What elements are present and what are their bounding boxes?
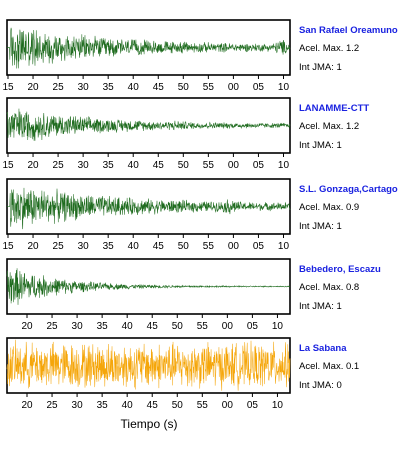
x-tick-label: 05 — [253, 241, 265, 252]
x-tick-label: 00 — [228, 82, 240, 93]
x-tick-label: 05 — [253, 160, 265, 171]
x-tick-label: 05 — [247, 321, 259, 332]
x-tick-label: 40 — [128, 241, 140, 252]
jma-intensity-label: Int JMA: 1 — [299, 62, 342, 73]
x-tick-label: 25 — [53, 82, 65, 93]
x-tick-label: 50 — [178, 160, 190, 171]
x-tick-label: 35 — [103, 241, 115, 252]
waveform-trace — [6, 339, 291, 391]
jma-intensity-label: Int JMA: 0 — [299, 380, 342, 391]
station-name: S.L. Gonzaga,Cartago — [299, 184, 398, 195]
x-tick-label: 10 — [272, 321, 284, 332]
jma-intensity-label: Int JMA: 1 — [299, 221, 342, 232]
x-tick-label: 35 — [97, 400, 109, 411]
x-tick-label: 50 — [172, 321, 184, 332]
x-tick-label: 25 — [53, 241, 65, 252]
x-tick-label: 45 — [153, 160, 165, 171]
x-tick-label: 50 — [172, 400, 184, 411]
acel-max-label: Acel. Max. 0.9 — [299, 202, 359, 213]
x-tick-label: 55 — [197, 400, 209, 411]
x-tick-label: 25 — [46, 400, 58, 411]
acel-max-label: Acel. Max. 1.2 — [299, 121, 359, 132]
x-tick-label: 10 — [278, 160, 290, 171]
waveform-trace — [6, 187, 291, 230]
x-tick-label: 30 — [72, 400, 84, 411]
x-tick-label: 40 — [128, 160, 140, 171]
x-tick-label: 10 — [278, 241, 290, 252]
panel-frame — [6, 178, 291, 235]
x-tick-label: 45 — [147, 400, 159, 411]
acel-max-label: Acel. Max. 0.1 — [299, 361, 359, 372]
x-tick-label: 00 — [228, 160, 240, 171]
waveform-trace — [6, 108, 291, 141]
acel-max-label: Acel. Max. 1.2 — [299, 43, 359, 54]
x-tick-label: 40 — [128, 82, 140, 93]
x-tick-label: 35 — [97, 321, 109, 332]
x-tick-label: 20 — [27, 241, 39, 252]
x-tick-label: 25 — [53, 160, 65, 171]
x-tick-label: 30 — [72, 321, 84, 332]
x-tick-label: 00 — [222, 400, 234, 411]
x-tick-label: 55 — [203, 241, 215, 252]
x-tick-label: 40 — [122, 321, 134, 332]
x-tick-label: 10 — [272, 400, 284, 411]
x-tick-label: 55 — [197, 321, 209, 332]
x-tick-label: 20 — [21, 321, 33, 332]
x-axis-title: Tiempo (s) — [121, 417, 178, 431]
x-tick-label: 55 — [203, 82, 215, 93]
x-tick-label: 45 — [147, 321, 159, 332]
x-tick-label: 05 — [253, 82, 265, 93]
x-tick-label: 00 — [222, 321, 234, 332]
x-tick-label: 15 — [2, 241, 14, 252]
x-tick-label: 55 — [203, 160, 215, 171]
x-tick-label: 45 — [153, 241, 165, 252]
waveform-trace — [6, 268, 291, 305]
jma-intensity-label: Int JMA: 1 — [299, 301, 342, 312]
x-tick-label: 20 — [27, 82, 39, 93]
x-tick-label: 30 — [78, 82, 90, 93]
x-tick-label: 20 — [27, 160, 39, 171]
x-tick-label: 15 — [2, 82, 14, 93]
station-name: LANAMME-CTT — [299, 103, 369, 114]
x-tick-label: 40 — [122, 400, 134, 411]
x-tick-label: 00 — [228, 241, 240, 252]
jma-intensity-label: Int JMA: 1 — [299, 140, 342, 151]
x-tick-label: 50 — [178, 241, 190, 252]
x-tick-label: 50 — [178, 82, 190, 93]
station-name: La Sabana — [299, 343, 347, 354]
acel-max-label: Acel. Max. 0.8 — [299, 282, 359, 293]
x-tick-label: 45 — [153, 82, 165, 93]
x-tick-label: 10 — [278, 82, 290, 93]
x-tick-label: 15 — [2, 160, 14, 171]
x-tick-label: 30 — [78, 160, 90, 171]
station-name: San Rafael Oreamuno — [299, 25, 398, 36]
station-name: Bebedero, Escazu — [299, 264, 381, 275]
waveform-trace — [6, 27, 291, 69]
x-tick-label: 05 — [247, 400, 259, 411]
x-tick-label: 20 — [21, 400, 33, 411]
x-tick-label: 35 — [103, 160, 115, 171]
x-tick-label: 35 — [103, 82, 115, 93]
x-tick-label: 30 — [78, 241, 90, 252]
x-tick-label: 25 — [46, 321, 58, 332]
